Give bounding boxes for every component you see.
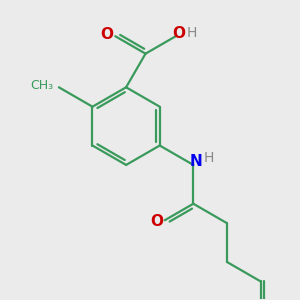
Text: H: H [204,152,214,165]
Text: H: H [187,26,197,40]
Text: O: O [150,214,163,229]
Text: CH₃: CH₃ [30,79,53,92]
Text: O: O [100,27,113,42]
Text: O: O [172,26,185,41]
Text: N: N [189,154,202,169]
